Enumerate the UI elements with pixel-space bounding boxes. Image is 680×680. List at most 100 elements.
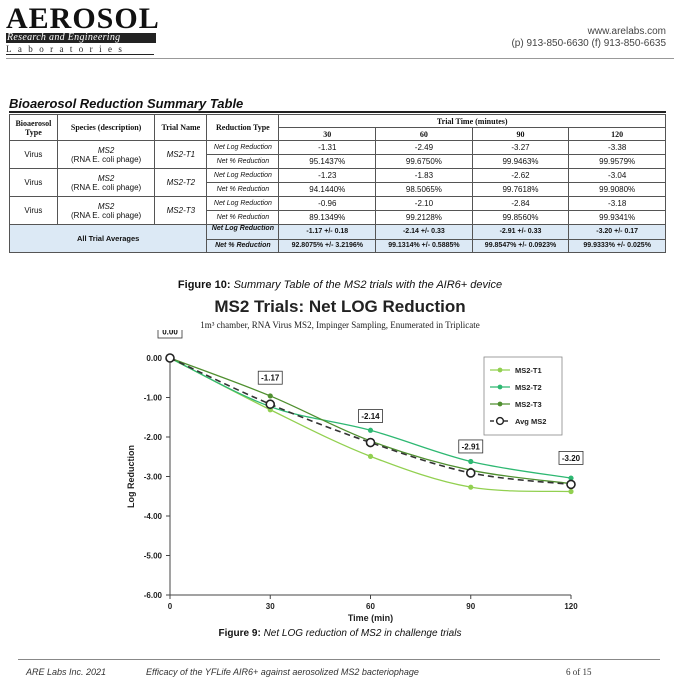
data-label: 0.00 [162,330,178,337]
summary-table: Bioaerosol Type Species (description) Tr… [8,114,666,253]
cell-trial-name: MS2-T2 [154,168,208,197]
legend-marker [497,401,503,407]
chart-title: MS2 Trials: Net LOG Reduction [214,297,466,316]
avg-cell: -3.20 +/- 0.17 99.9333% +/- 0.025% [568,224,666,253]
data-label: -2.14 [361,412,380,421]
pct-value: 99.8560% [502,213,539,222]
pct-value: 99.2128% [405,213,442,222]
x-tick-label: 120 [564,602,578,611]
data-point-ms2-t2 [367,427,374,433]
legend-marker [495,416,505,426]
figure-9-text: Net LOG reduction of MS2 in challenge tr… [263,628,462,639]
data-point-ms2-t1 [568,488,574,495]
species-name: MS2 [97,201,115,211]
pct-reduction-label: Net % Reduction [216,186,270,193]
log-value: -3.04 [569,169,665,183]
col-header-reduction-type: Reduction Type [206,114,280,141]
x-tick-label: 60 [366,602,375,611]
cell-species: MS2 (RNA E. coli phage) [56,168,156,197]
log-value: -2.49 [376,141,472,155]
legend-marker [497,384,503,390]
cell-value: -2.84 99.8560% [471,196,570,225]
avg-pct-value: 99.8547% +/- 0.0923% [484,242,557,249]
cell-reduction-type: Net Log Reduction Net % Reduction [206,140,280,169]
log-value: -3.27 [472,141,569,155]
y-axis-label: Log Reduction [126,445,136,508]
pct-value: 89.1349% [309,213,346,222]
avg-pct-value: 99.9333% +/- 0.025% [583,242,651,249]
table-row: Virus MS2 (RNA E. coli phage) MS2-T3 Net Log… [9,196,666,225]
pct-value: 99.7618% [502,185,539,194]
avg-log-value: -1.17 +/- 0.18 [279,225,376,240]
x-axis-label: Time (min) [348,613,393,623]
data-label-box [157,330,183,339]
legend-label: MS2-T2 [515,383,542,392]
data-label: -2.91 [462,442,481,451]
legend-label: MS2-T3 [515,400,542,409]
pct-reduction-label: Net % Reduction [216,158,270,165]
footer-doc-title: Efficacy of the YFLife AIR6+ against aer… [146,667,419,677]
contact-info: www.arelabs.com (p) 913-850-6630 (f) 913… [511,26,666,50]
species-name: MS2 [97,145,115,155]
cell-value: -2.49 99.6750% [375,140,473,169]
figure-10-label: Figure 10: [177,279,231,291]
table-row-averages: All Trial Averages Net Log Reduction Net… [8,224,666,253]
species-description: (RNA E. coli phage) [70,182,142,192]
data-point-ms2-t2 [468,458,474,465]
y-tick-label: -2.00 [144,433,163,442]
y-tick-label: -5.00 [144,552,163,561]
website-link[interactable]: www.arelabs.com [587,26,666,37]
species-description: (RNA E. coli phage) [70,210,142,220]
data-label: -3.20 [562,454,581,463]
table-title-rule [9,111,666,113]
cell-value: -1.23 94.1440% [278,168,377,197]
legend-label: Avg MS2 [515,417,546,426]
logo-tagline: Research and Engineering [6,33,156,43]
cell-value: -3.38 99.9579% [568,140,666,169]
pct-value: 94.1440% [309,185,346,194]
data-point-avg-ms2 [566,479,576,490]
avg-cell: -2.91 +/- 0.33 99.8547% +/- 0.0923% [471,224,570,253]
col-header-time: 120 [568,127,666,141]
pct-value: 99.6750% [405,157,442,166]
cell-value: -1.31 95.1437% [278,140,377,169]
cell-bioaerosol-type: Virus [9,140,58,169]
col-header-species: Species (description) [56,114,156,141]
table-row: Virus MS2 (RNA E. coli phage) MS2-T1 Net Log… [9,140,666,169]
logo-tagline-2: Laboratories [6,44,154,55]
y-tick-label: -4.00 [144,512,163,521]
pct-reduction-label: Net % Reduction [216,214,270,221]
data-label-box [358,409,383,423]
log-value: -0.96 [279,197,376,211]
species-description: (RNA E. coli phage) [70,154,142,164]
pct-value: 99.9341% [599,213,636,222]
avg-pct-label: Net % Reduction [215,242,271,249]
footer-divider [18,659,660,660]
cell-species: MS2 (RNA E. coli phage) [56,140,156,169]
avg-log-value: -3.20 +/- 0.17 [569,225,665,240]
col-header-trial-time: Trial Time (minutes) [278,114,666,128]
cell-trial-name: MS2-T3 [154,196,208,225]
cell-reduction-type: Net Log Reduction Net % Reduction [206,168,280,197]
y-tick-label: -6.00 [144,591,163,600]
data-point-avg-ms2 [265,399,276,410]
data-point-ms2-t1 [468,484,474,490]
log-value: -1.83 [376,169,472,183]
avg-pct-value: 99.1314% +/- 0.5885% [388,242,460,249]
log-reduction-label: Net Log Reduction [207,141,279,155]
cell-value: -0.96 89.1349% [278,196,377,225]
footer-company: ARE Labs Inc. 2021 [26,667,107,677]
log-value: -1.23 [279,169,376,183]
data-point-avg-ms2 [465,468,476,478]
pct-value: 99.9579% [599,157,636,166]
avg-cell: -1.17 +/- 0.18 92.8075% +/- 3.2196% [278,224,377,253]
x-tick-label: 0 [168,602,173,611]
col-header-time: 30 [278,127,377,141]
pct-value: 98.5065% [405,185,442,194]
pct-value: 95.1437% [309,157,346,166]
cell-value: -3.04 99.9080% [568,168,666,197]
pct-value: 99.9080% [599,185,636,194]
series-line-avg-ms2 [169,357,572,486]
chart-subtitle: 1m³ chamber, RNA Virus MS2, Impinger Sam… [200,320,480,330]
figure-10-caption: Figure 10: Summary Table of the MS2 tria… [0,279,680,291]
